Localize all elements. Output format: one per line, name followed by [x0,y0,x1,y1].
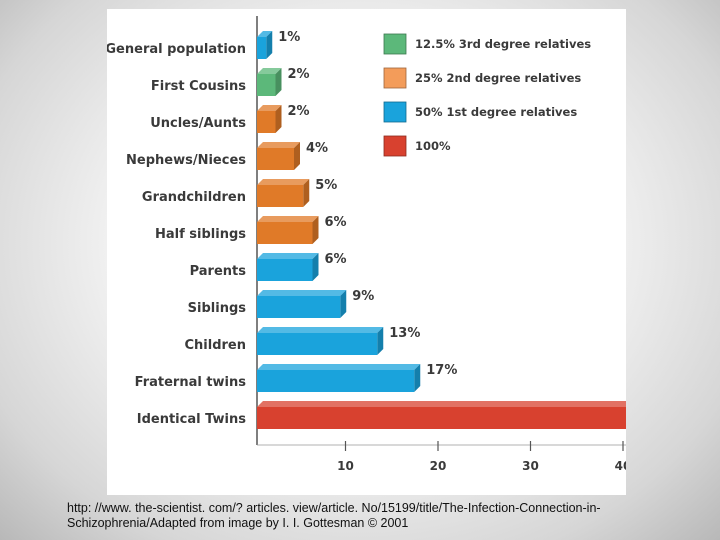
x-tick-label: 40 [615,459,626,473]
bar-nephews-nieces-top [257,142,300,148]
bar-nephews-nieces [257,148,294,170]
bar-general-population-top [257,31,273,37]
bar-uncles-aunts [257,111,276,133]
bar-grandchildren-top [257,179,310,185]
legend-label-first: 50% 1st degree relatives [415,105,577,119]
legend-label-second: 25% 2nd degree relatives [415,71,581,85]
value-label: 9% [352,289,374,304]
chart-panel: General population 1% First Cousins 2% Uncle… [107,9,626,495]
bar-general-population [257,37,267,59]
bar-chart: General population 1% First Cousins 2% Uncle… [107,16,626,473]
bar-children-side [377,327,384,355]
bar-children-top [257,327,384,333]
category-label: Half siblings [155,227,246,242]
bar-first-cousins-side [275,68,282,96]
legend-swatch-first [383,101,407,123]
value-label: 6% [325,252,347,267]
value-label: 1% [278,30,300,45]
legend-label-third: 12.5% 3rd degree relatives [415,37,591,51]
value-label: 4% [306,141,328,156]
bar-half-siblings-top [257,216,319,222]
bar-uncles-aunts-side [275,105,282,133]
x-tick-label: 10 [337,459,354,473]
value-label: 2% [288,104,310,119]
bar-parents-top [257,253,319,259]
bar-nephews-nieces-side [294,142,300,170]
bar-fraternal-twins-side [414,364,421,392]
bar-parents [257,259,313,281]
value-label: 17% [426,363,457,378]
x-tick-label: 20 [430,459,447,473]
bar-identical-twins-top [257,401,626,407]
bar-siblings-side [340,290,347,318]
bar-first-cousins [257,74,276,96]
value-label: 5% [315,178,337,193]
category-label: Uncles/Aunts [150,116,246,131]
bar-children [257,333,378,355]
legend-swatch-second [383,67,407,89]
legend-swatch-third [383,33,407,55]
category-label: First Cousins [151,79,246,94]
category-label: General population [107,42,246,57]
category-label: Identical Twins [137,412,247,427]
bar-uncles-aunts-top [257,105,282,111]
bar-siblings [257,296,341,318]
bar-grandchildren [257,185,304,207]
bar-identical-twins [257,407,626,429]
bar-half-siblings [257,222,313,244]
value-label: 6% [325,215,347,230]
bar-fraternal-twins [257,370,415,392]
bar-parents-side [312,253,319,281]
bar-siblings-top [257,290,347,296]
bar-fraternal-twins-top [257,364,421,370]
category-label: Nephews/Nieces [126,153,246,168]
bar-first-cousins-top [257,68,282,74]
category-label: Children [185,338,247,353]
bar-general-population-side [266,31,273,59]
legend-label-identical: 100% [415,139,451,153]
category-label: Fraternal twins [135,375,247,390]
bar-grandchildren-side [303,179,310,207]
x-tick-label: 30 [522,459,539,473]
category-label: Siblings [188,301,247,316]
source-caption: http: //www. the-scientist. com/? articl… [67,501,707,531]
legend-swatch-identical [383,135,407,157]
caption-line-2: Schizophrenia/Adapted from image by I. I… [67,516,409,530]
value-label: 2% [288,67,310,82]
category-label: Parents [190,264,247,279]
bar-half-siblings-side [312,216,319,244]
value-label: 13% [389,326,420,341]
category-label: Grandchildren [142,190,246,205]
caption-line-1: http: //www. the-scientist. com/? articl… [67,501,601,515]
